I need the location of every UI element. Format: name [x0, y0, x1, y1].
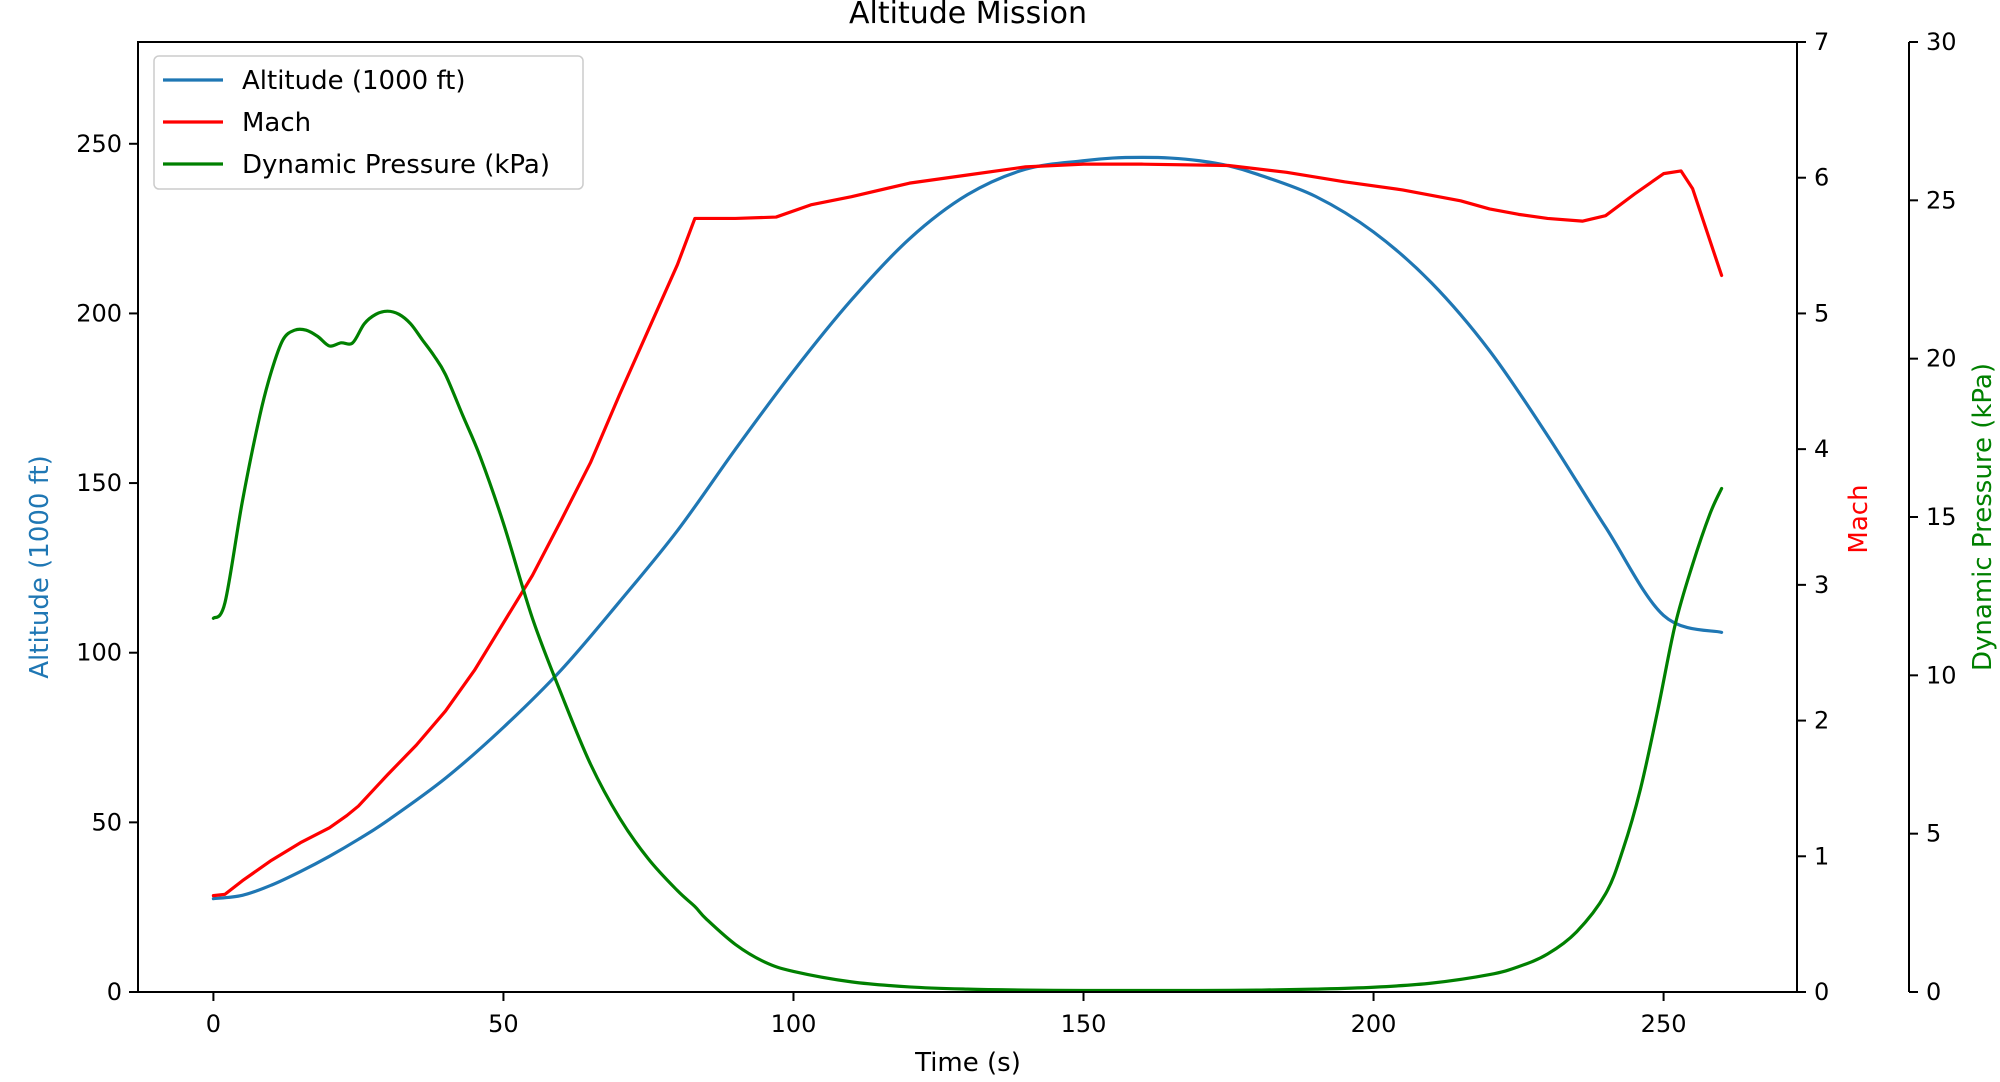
legend-label: Altitude (1000 ft) [242, 66, 465, 96]
outer-y-tick-label: 15 [1926, 503, 1957, 531]
right-y-tick-label: 7 [1814, 28, 1829, 56]
chart-title: Altitude Mission [849, 0, 1087, 31]
right-y-tick-label: 1 [1814, 842, 1829, 870]
outer-y-axis-label: Dynamic Pressure (kPa) [1968, 363, 1998, 671]
x-tick-label: 100 [771, 1010, 817, 1038]
legend: Altitude (1000 ft) Mach Dynamic Pressure (… [153, 55, 584, 190]
right-y-tick-label: 4 [1814, 435, 1829, 463]
x-tick-label: 0 [206, 1010, 221, 1038]
outer-y-tick-label: 30 [1926, 28, 1957, 56]
outer-y-tick-label: 0 [1926, 978, 1941, 1006]
outer-y-tick-label: 5 [1926, 820, 1941, 848]
right-y-tick-label: 3 [1814, 571, 1829, 599]
left-y-tick-label: 100 [76, 639, 122, 667]
right-y-tick-label: 2 [1814, 707, 1829, 735]
legend-label: Dynamic Pressure (kPa) [242, 150, 550, 180]
outer-y-tick-label: 10 [1926, 661, 1957, 689]
x-tick-label: 50 [488, 1010, 519, 1038]
series-line-2 [211, 309, 1724, 993]
x-tick-label: 150 [1061, 1010, 1107, 1038]
right-y-tick-label: 0 [1814, 978, 1829, 1006]
series-line-0 [211, 155, 1724, 901]
outer-y-tick-label: 20 [1926, 345, 1957, 373]
right-y-tick-label: 6 [1814, 164, 1829, 192]
left-y-tick-label: 200 [76, 299, 122, 327]
outer-y-tick-label: 25 [1926, 186, 1957, 214]
right-y-tick-label: 5 [1814, 299, 1829, 327]
x-tick-label: 200 [1351, 1010, 1397, 1038]
x-axis-label: Time (s) [914, 1048, 1021, 1078]
series-layer [211, 155, 1724, 993]
legend-label: Mach [242, 108, 311, 138]
left-y-tick-label: 250 [76, 130, 122, 158]
left-y-tick-label: 150 [76, 469, 122, 497]
left-y-tick-label: 0 [107, 978, 122, 1006]
legend-box [153, 55, 584, 190]
series-line-1 [211, 162, 1724, 898]
right-y-axis-label: Mach [1844, 484, 1874, 553]
x-tick-label: 250 [1641, 1010, 1687, 1038]
plot-frame [137, 41, 1798, 993]
left-y-axis-label: Altitude (1000 ft) [25, 455, 55, 678]
left-y-tick-label: 50 [91, 808, 122, 836]
